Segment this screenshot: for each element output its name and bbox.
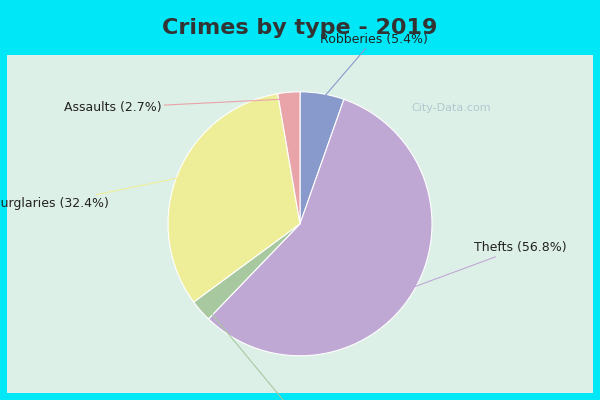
Wedge shape xyxy=(208,99,432,356)
Text: Burglaries (32.4%): Burglaries (32.4%) xyxy=(0,177,184,210)
Text: Thefts (56.8%): Thefts (56.8%) xyxy=(407,241,567,290)
Text: City-Data.com: City-Data.com xyxy=(412,103,491,113)
Wedge shape xyxy=(194,224,300,319)
Wedge shape xyxy=(300,92,344,224)
Text: Rapes (2.7%): Rapes (2.7%) xyxy=(206,306,335,400)
Text: Crimes by type - 2019: Crimes by type - 2019 xyxy=(163,18,437,38)
Text: Robberies (5.4%): Robberies (5.4%) xyxy=(320,33,428,100)
Wedge shape xyxy=(168,94,300,302)
Wedge shape xyxy=(278,92,300,224)
Text: Assaults (2.7%): Assaults (2.7%) xyxy=(64,99,289,114)
